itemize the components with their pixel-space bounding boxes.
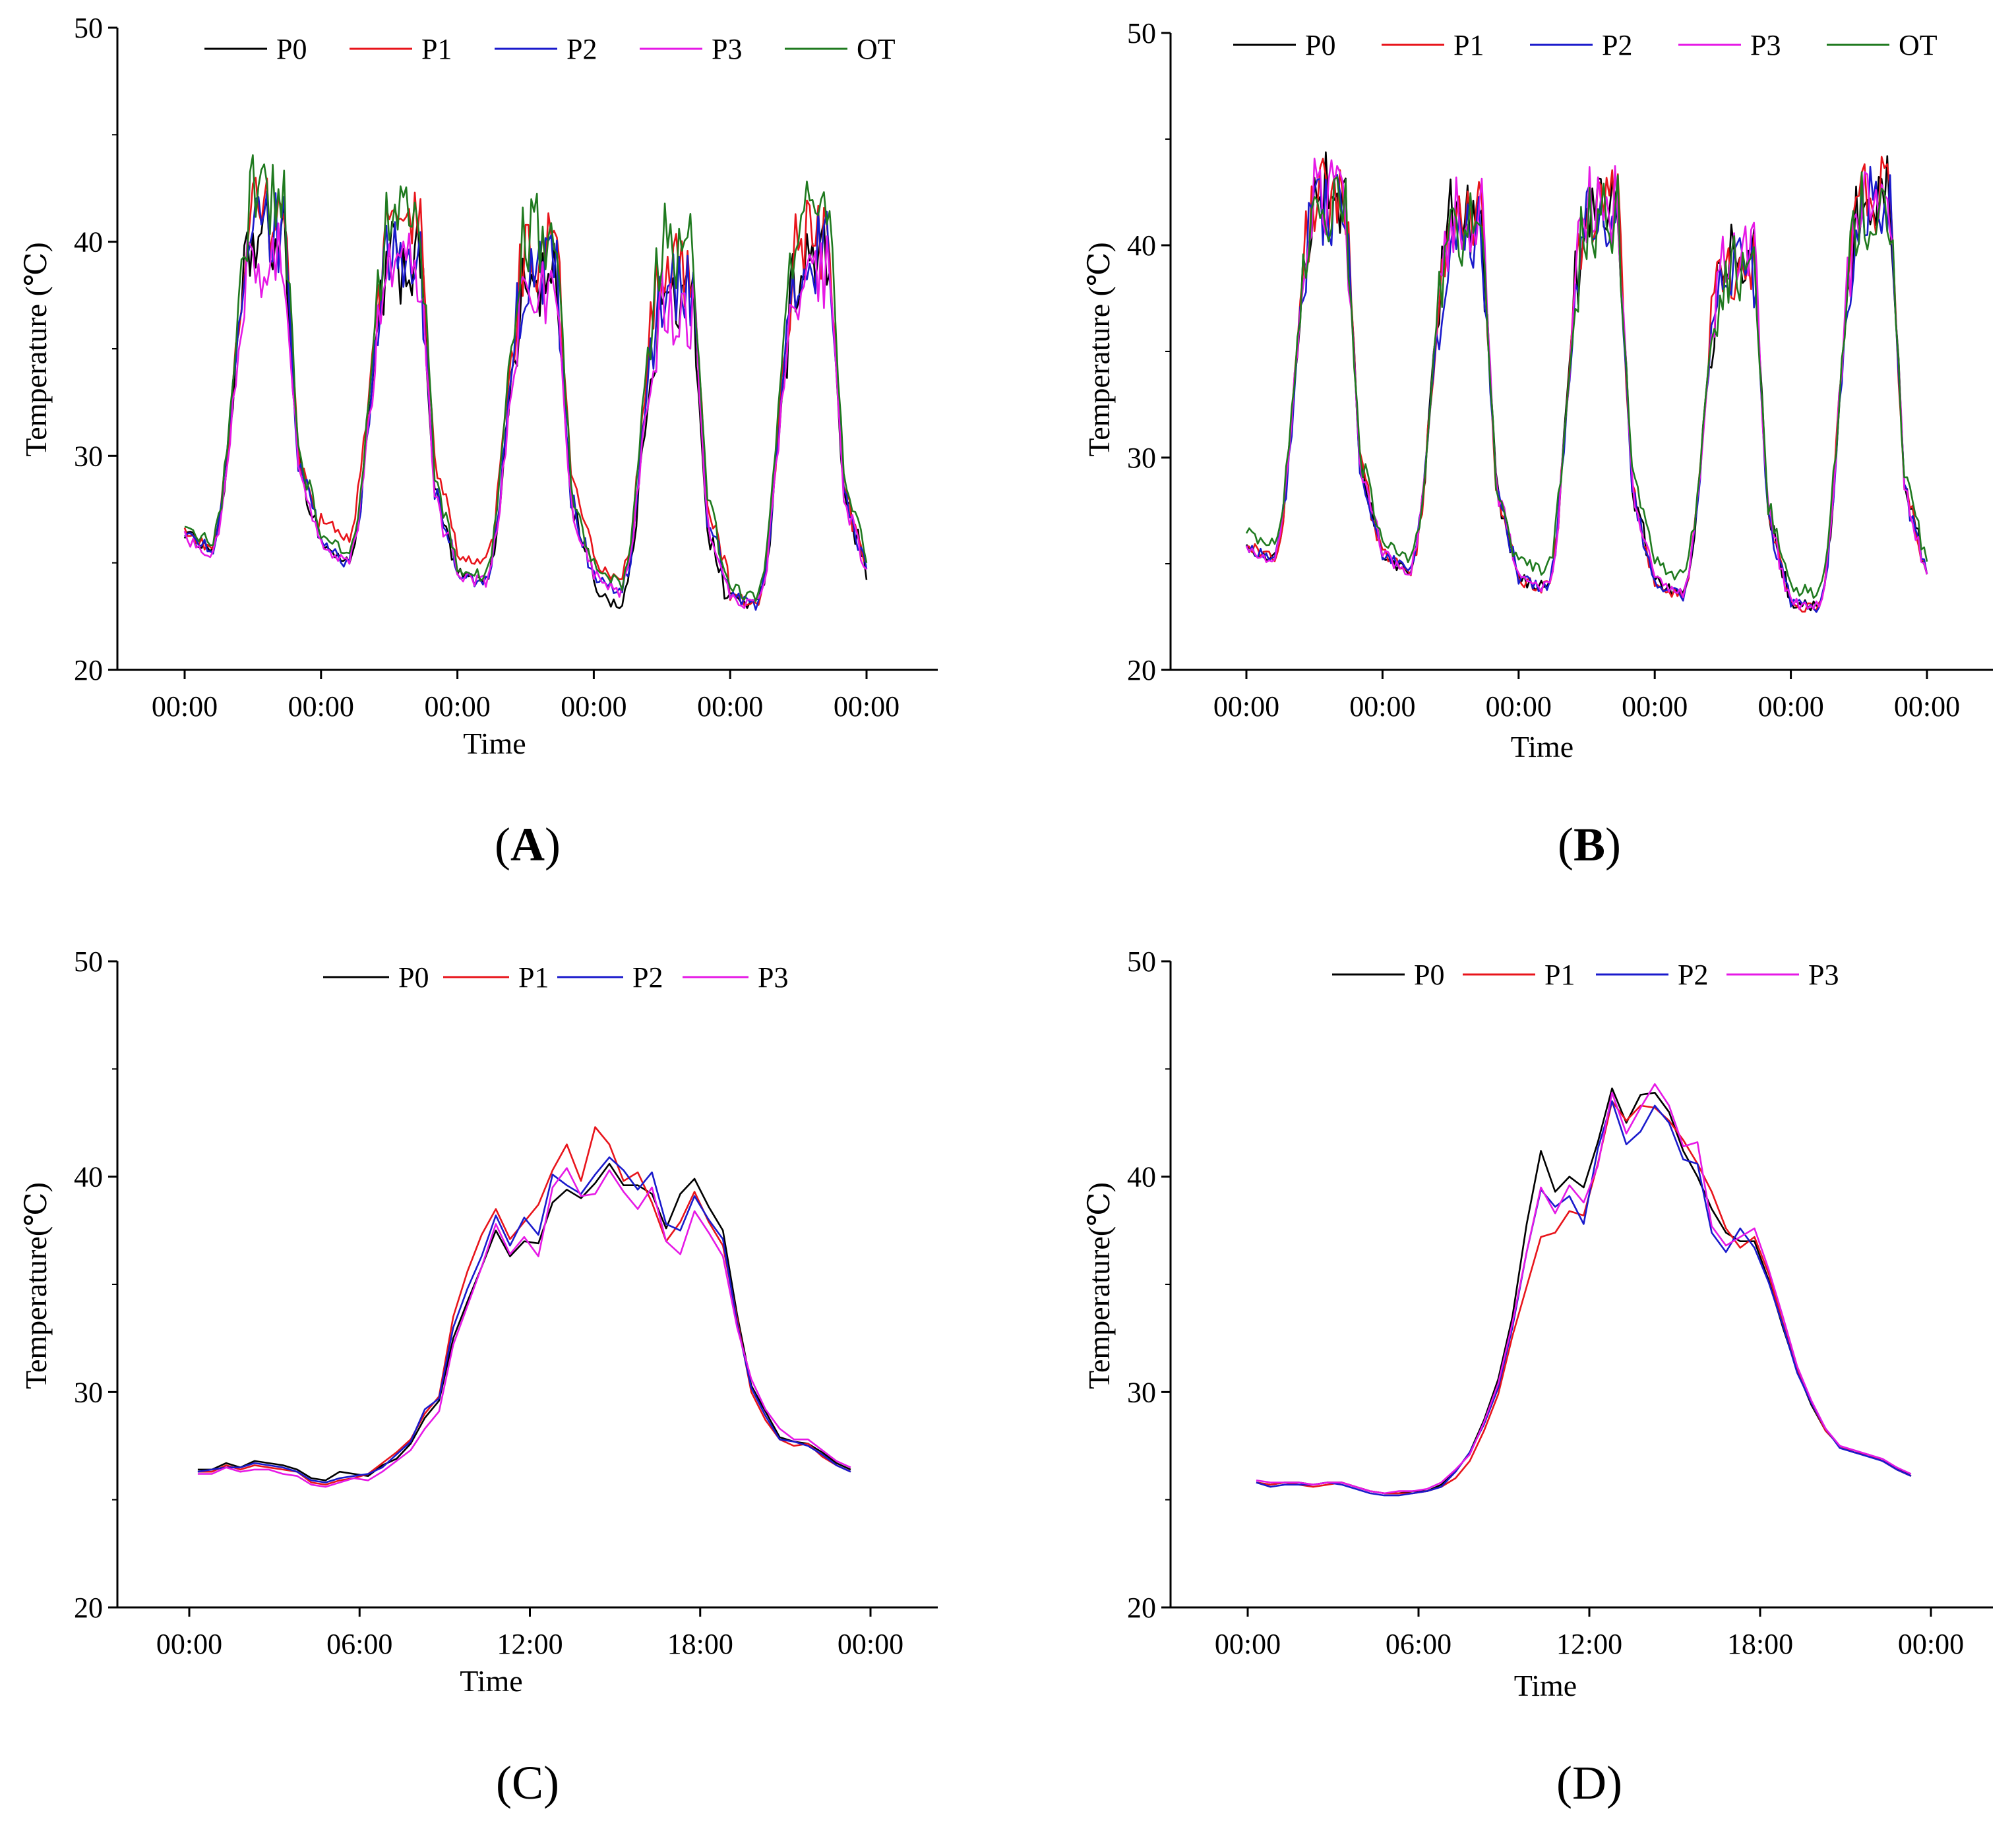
- y-axis-title: Temperature (℃): [1082, 242, 1116, 456]
- legend-label-p3: P3: [1808, 959, 1839, 991]
- x-tick-label: 12:00: [497, 1628, 563, 1660]
- legend: P0 P1 P2 P3: [1332, 959, 1839, 991]
- panel-letter: B: [1573, 818, 1605, 871]
- x-tick-label: 00:00: [561, 690, 626, 723]
- x-tick-label: 00:00: [1757, 690, 1823, 723]
- legend-label-p0: P0: [276, 33, 307, 65]
- y-tick-label: 40: [74, 226, 103, 258]
- x-tick-label: 00:00: [156, 1628, 222, 1660]
- series-group: [1256, 1083, 1912, 1497]
- y-tick-label: 40: [1127, 229, 1156, 262]
- x-tick-label: 00:00: [152, 690, 218, 723]
- y-tick-label: 20: [74, 1592, 103, 1624]
- panel-label: (A): [495, 818, 561, 871]
- legend-label-p2: P2: [1678, 959, 1708, 991]
- series-line-ot: [184, 154, 868, 602]
- x-tick-label: 00:00: [697, 690, 763, 723]
- x-tick-label: 00:00: [1622, 690, 1688, 723]
- x-axis-title: Time: [463, 727, 526, 760]
- legend-label-p2: P2: [1602, 29, 1632, 61]
- series-group: [197, 1126, 851, 1488]
- x-tick-label: 00:00: [1894, 690, 1960, 723]
- legend-label-p3: P3: [712, 33, 742, 65]
- panel-label: (D): [1556, 1756, 1622, 1809]
- legend-label-p3: P3: [758, 961, 788, 994]
- legend-label-p2: P2: [632, 961, 663, 994]
- x-tick-label: 00:00: [1349, 690, 1415, 723]
- x-axis-title: Time: [1511, 730, 1573, 763]
- x-tick-label: 06:00: [326, 1628, 392, 1660]
- y-tick-label: 50: [74, 945, 103, 978]
- legend-label-p1: P1: [421, 33, 452, 65]
- y-tick-label: 30: [1127, 1376, 1156, 1408]
- series-line-p3: [1256, 1083, 1912, 1495]
- x-tick-label: 00:00: [1215, 1628, 1281, 1660]
- panel-letter: C: [512, 1756, 543, 1809]
- chart-panel-b: 20 30 40 50 00:00 00:00 00:00 00:00 00:00 00:00 Ti…: [1082, 17, 1993, 871]
- y-axis-title: Temperature(℃): [19, 1182, 53, 1389]
- x-tick-label: 12:00: [1556, 1628, 1622, 1660]
- y-tick-label: 30: [74, 440, 103, 472]
- legend-label-p2: P2: [566, 33, 597, 65]
- legend-label-p0: P0: [1305, 29, 1335, 61]
- series-line-ot: [1245, 171, 1928, 599]
- x-tick-label: 00:00: [1213, 690, 1279, 723]
- chart-panel-d: 20 30 40 50 00:00 06:00 12:00 18:00 00:00 Time Tem…: [1082, 945, 1993, 1809]
- panel-label: (C): [496, 1756, 559, 1809]
- legend: P0 P1 P2 P3: [323, 961, 788, 994]
- x-tick-label: 00:00: [838, 1628, 903, 1660]
- panel-letter: D: [1572, 1756, 1606, 1809]
- legend: P0 P1 P2 P3 OT: [204, 33, 896, 65]
- y-axis-title: Temperature(℃): [1082, 1182, 1116, 1389]
- y-tick-label: 30: [74, 1376, 103, 1408]
- x-tick-label: 06:00: [1386, 1628, 1451, 1660]
- x-tick-label: 18:00: [1727, 1628, 1793, 1660]
- panel-letter: A: [510, 818, 545, 871]
- y-tick-label: 50: [1127, 945, 1156, 978]
- chart-panel-a: 20 30 40 50 00:00 00:00 00:00 00:00 00:00 00:00 Ti…: [19, 12, 938, 871]
- y-tick-label: 20: [1127, 654, 1156, 686]
- y-tick-label: 40: [1127, 1161, 1156, 1193]
- legend-label-ot: OT: [857, 33, 896, 65]
- series-group: [1245, 151, 1928, 613]
- chart-panel-c: 20 30 40 50 00:00 06:00 12:00 18:00 00:00 Time Tem…: [19, 945, 938, 1809]
- legend-label-p1: P1: [1544, 959, 1575, 991]
- legend-label-p0: P0: [1414, 959, 1444, 991]
- y-tick-label: 50: [1127, 17, 1156, 49]
- x-tick-label: 18:00: [667, 1628, 733, 1660]
- x-axis-title: Time: [460, 1664, 522, 1698]
- legend-label-p1: P1: [518, 961, 549, 994]
- x-axis-title: Time: [1514, 1669, 1577, 1702]
- legend-label-p3: P3: [1750, 29, 1781, 61]
- y-tick-label: 30: [1127, 442, 1156, 474]
- x-tick-label: 00:00: [834, 690, 900, 723]
- y-tick-label: 20: [74, 654, 103, 686]
- series-line-p3: [183, 222, 867, 609]
- legend: P0 P1 P2 P3 OT: [1233, 29, 1938, 61]
- x-tick-label: 00:00: [288, 690, 354, 723]
- y-tick-label: 50: [74, 12, 103, 44]
- y-tick-label: 40: [74, 1161, 103, 1193]
- series-line-p3: [197, 1167, 851, 1488]
- legend-label-p1: P1: [1453, 29, 1484, 61]
- y-tick-label: 20: [1127, 1592, 1156, 1624]
- panel-label: (B): [1558, 818, 1621, 871]
- y-axis-title: Temperature (℃): [19, 242, 53, 456]
- series-group: [183, 154, 868, 611]
- series-line-p2: [1256, 1100, 1912, 1497]
- x-tick-label: 00:00: [424, 690, 490, 723]
- series-line-p0: [197, 1162, 851, 1481]
- legend-label-p0: P0: [398, 961, 429, 994]
- x-tick-label: 00:00: [1486, 690, 1552, 723]
- legend-label-ot: OT: [1899, 29, 1938, 61]
- x-tick-label: 00:00: [1898, 1628, 1964, 1660]
